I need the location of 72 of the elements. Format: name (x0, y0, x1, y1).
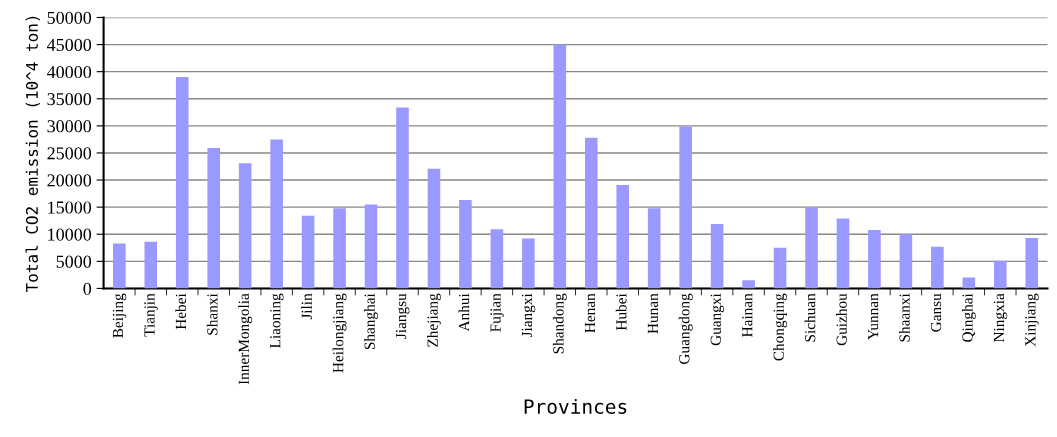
bar (899, 234, 913, 289)
x-tick-label: Jiangsu (396, 293, 410, 339)
x-axis-title: Provinces (524, 398, 627, 414)
bar (175, 77, 189, 289)
bar (364, 204, 378, 289)
x-tick-label: Jilin (301, 293, 312, 320)
y-tick-label: 10000 (48, 228, 92, 241)
x-tick-label: Fujian (490, 293, 504, 332)
bar (647, 208, 661, 289)
y-tick-label: 35000 (47, 93, 92, 106)
bar (301, 215, 315, 289)
bar (270, 139, 283, 289)
x-tick-label: Guizhou (836, 293, 847, 346)
x-tick-label: Beijing (112, 293, 127, 338)
y-tick-label: 0 (83, 282, 92, 295)
y-tick-label: 45000 (46, 38, 92, 52)
x-tick-label: Xinjiang (1025, 293, 1039, 347)
bar (238, 163, 252, 289)
x-tick-label: Shanxi (206, 293, 218, 335)
bar (553, 44, 567, 289)
x-tick-label: Tianjin (144, 293, 158, 337)
bar (584, 137, 598, 289)
x-tick-label: Hunan (647, 293, 659, 334)
x-tick-label: Guangxi (710, 293, 725, 346)
y-tick-label: 50000 (47, 11, 92, 24)
x-tick-label: Zhejiang (427, 293, 441, 347)
bar (427, 168, 441, 289)
bar (931, 246, 944, 289)
y-tick-label: 25000 (47, 147, 92, 160)
x-tick-label: Liaoning (270, 293, 284, 348)
x-tick-label: Chongqing (773, 293, 787, 361)
x-tick-label: Gansu (930, 293, 942, 332)
x-tick-label: Hubei (615, 293, 627, 331)
y-tick-label: 40000 (46, 65, 92, 79)
bar (113, 243, 126, 289)
x-tick-label: Shaanxi (898, 293, 910, 342)
x-tick-label: Qinghai (961, 293, 976, 342)
x-tick-label: Shanghai (364, 293, 378, 350)
bar (144, 241, 158, 289)
x-tick-label: Heilongjiang (332, 293, 347, 373)
x-tick-label: Ningxia (993, 293, 1008, 343)
x-tick-label: Sichuan (804, 293, 816, 342)
x-tick-label: Henan (584, 293, 596, 333)
y-tick-label: 5000 (56, 255, 92, 268)
bar (207, 148, 220, 289)
x-tick-label: Yunnan (868, 293, 879, 340)
x-tick-label: Anhui (458, 293, 470, 332)
bar (742, 280, 755, 289)
x-tick-label: Jiangxi (521, 293, 536, 338)
x-tick-label: InnerMongolia (238, 293, 253, 385)
bar (836, 218, 850, 289)
bar (333, 208, 346, 289)
bar (616, 184, 630, 289)
y-axis-title: Total CO2 emission (10^4 ton) (25, 16, 40, 293)
bar (1025, 238, 1039, 289)
bar (522, 238, 535, 289)
y-tick-label: 15000 (48, 201, 92, 214)
bar (459, 200, 472, 289)
y-tick-label: 30000 (47, 120, 92, 133)
bar (490, 229, 504, 289)
bar (679, 126, 692, 289)
x-tick-label: Hainan (742, 293, 753, 337)
bar (805, 207, 818, 289)
bar (868, 229, 881, 289)
bar (396, 107, 409, 289)
y-tick-label: 20000 (47, 174, 92, 187)
bar (773, 247, 787, 289)
bar (710, 223, 724, 289)
x-tick-label: Shandong (552, 293, 567, 354)
x-tick-label: Hebei (175, 293, 187, 330)
bar (994, 260, 1007, 289)
x-tick-label: Guangdong (678, 293, 693, 364)
